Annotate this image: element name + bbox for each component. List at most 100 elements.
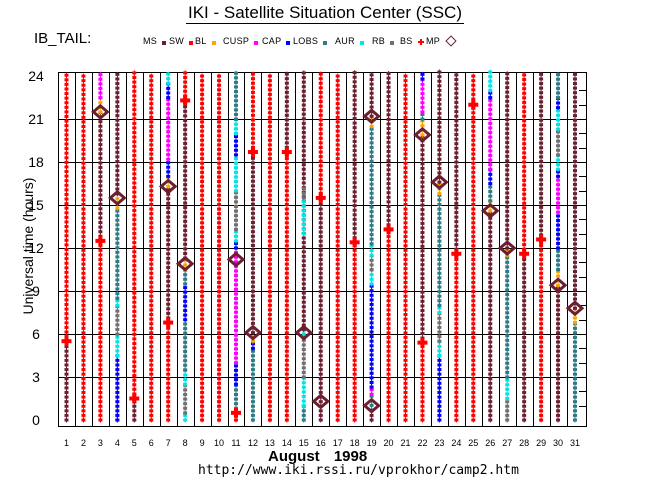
data-dot-ms bbox=[252, 330, 254, 336]
data-dot-sw bbox=[286, 220, 288, 226]
data-dot-sw bbox=[388, 289, 390, 295]
data-dot-cusp bbox=[557, 177, 559, 183]
data-dot-sw bbox=[269, 348, 271, 354]
data-dot-sw bbox=[472, 399, 474, 405]
data-dot-sw bbox=[66, 191, 67, 197]
x-tick-label: 25 bbox=[468, 438, 478, 448]
data-dot-ms bbox=[506, 204, 508, 210]
data-dot-sw bbox=[354, 399, 356, 405]
data-dot-sw bbox=[320, 135, 322, 141]
data-dot-sw bbox=[133, 194, 135, 200]
data-dot-sw bbox=[455, 312, 457, 318]
data-dot-ms bbox=[354, 83, 356, 89]
data-dot-cap bbox=[371, 370, 373, 376]
data-dot-lobs bbox=[116, 231, 118, 237]
data-dot-cusp bbox=[235, 355, 237, 361]
data-dot-cap bbox=[438, 362, 440, 368]
data-dot-ms bbox=[354, 115, 356, 121]
data-dot-sw bbox=[337, 174, 339, 180]
data-dot-ms bbox=[557, 371, 559, 377]
data-dot-ms bbox=[116, 172, 118, 178]
data-dot-sw bbox=[337, 179, 339, 185]
data-dot-sw bbox=[133, 88, 135, 94]
data-dot-sw bbox=[201, 151, 203, 157]
data-dot-sw bbox=[82, 252, 84, 258]
data-dot-sw bbox=[201, 321, 203, 327]
data-dot-sw bbox=[354, 334, 356, 340]
data-dot-ms bbox=[354, 129, 356, 135]
data-dot-cap bbox=[371, 288, 373, 294]
data-dot-sw bbox=[455, 394, 457, 400]
data-dot-sw bbox=[133, 331, 135, 337]
data-dot-ms bbox=[438, 69, 440, 75]
data-dot-sw bbox=[405, 316, 406, 322]
data-dot-ms bbox=[116, 158, 118, 164]
data-dot-ms bbox=[489, 284, 491, 290]
data-dot-ms bbox=[421, 271, 423, 277]
data-dot-lobs bbox=[116, 281, 118, 287]
legend-label: CAP bbox=[262, 36, 282, 46]
data-dot-sw bbox=[337, 73, 339, 79]
data-dot-ms bbox=[66, 408, 67, 414]
data-dot-sw bbox=[218, 211, 220, 217]
data-dot-sw bbox=[472, 165, 474, 171]
data-dot-ms bbox=[438, 124, 440, 130]
data-dot-sw bbox=[66, 320, 67, 326]
data-dot-ms bbox=[116, 76, 118, 82]
data-dot-ms bbox=[167, 205, 169, 211]
magnetopause-marker bbox=[91, 103, 110, 120]
data-dot-sw bbox=[472, 275, 474, 281]
data-dot-sw bbox=[66, 81, 67, 87]
data-dot-sw bbox=[133, 285, 135, 291]
data-dot-cusp bbox=[489, 107, 491, 113]
data-dot-sw bbox=[337, 339, 339, 345]
data-dot-sw bbox=[82, 78, 84, 84]
data-dot-sw bbox=[82, 101, 84, 107]
data-dot-sw bbox=[150, 284, 152, 290]
data-dot-ms bbox=[455, 182, 457, 188]
data-dot-ms bbox=[489, 261, 491, 267]
data-dot-ms bbox=[252, 233, 254, 239]
data-dot-sw bbox=[405, 169, 406, 175]
data-dot-lobs bbox=[184, 344, 186, 350]
data-dot-sw bbox=[201, 229, 203, 235]
data-dot-ms bbox=[303, 267, 305, 273]
data-dot-sw bbox=[354, 307, 356, 313]
data-dot-ms bbox=[574, 241, 576, 247]
data-dot-ms bbox=[286, 131, 288, 137]
data-dot-sw bbox=[354, 348, 356, 354]
data-dot-ms bbox=[489, 293, 491, 299]
data-dot-ms bbox=[489, 417, 491, 423]
data-dot-sw bbox=[421, 376, 423, 382]
data-dot-sw bbox=[82, 357, 84, 363]
data-dot-lobs bbox=[574, 417, 576, 423]
data-dot-sw bbox=[201, 284, 203, 290]
data-dot-sw bbox=[82, 385, 84, 391]
data-dot-sw bbox=[540, 302, 542, 308]
data-dot-ms bbox=[303, 244, 305, 250]
data-dot-sw bbox=[337, 215, 339, 221]
data-dot-ms bbox=[388, 84, 390, 90]
data-dot-sw bbox=[218, 247, 220, 253]
satellite-label: IB_TAIL: bbox=[34, 30, 92, 47]
data-dot-ms bbox=[167, 223, 169, 229]
data-dot-sw bbox=[201, 293, 203, 299]
data-dot-sw bbox=[472, 266, 474, 272]
legend-label: AUR bbox=[335, 36, 355, 46]
data-dot-cap bbox=[371, 334, 373, 340]
data-dot-ms bbox=[489, 389, 491, 395]
data-dot-sw bbox=[286, 275, 288, 281]
data-dot-cusp bbox=[489, 152, 491, 158]
data-dot-lobs bbox=[438, 279, 440, 285]
data-dot-sw bbox=[523, 237, 525, 243]
data-dot-ms bbox=[252, 316, 254, 322]
data-dot-sw bbox=[472, 376, 474, 382]
data-dot-ms bbox=[252, 265, 254, 271]
data-dot-sw bbox=[337, 192, 339, 198]
data-dot-rb bbox=[438, 329, 440, 335]
data-dot-ms bbox=[540, 195, 542, 201]
data-dot-ms bbox=[116, 149, 118, 155]
data-dot-lobs bbox=[574, 371, 576, 377]
data-dot-cusp bbox=[235, 273, 237, 279]
data-dot-sw bbox=[82, 408, 84, 414]
